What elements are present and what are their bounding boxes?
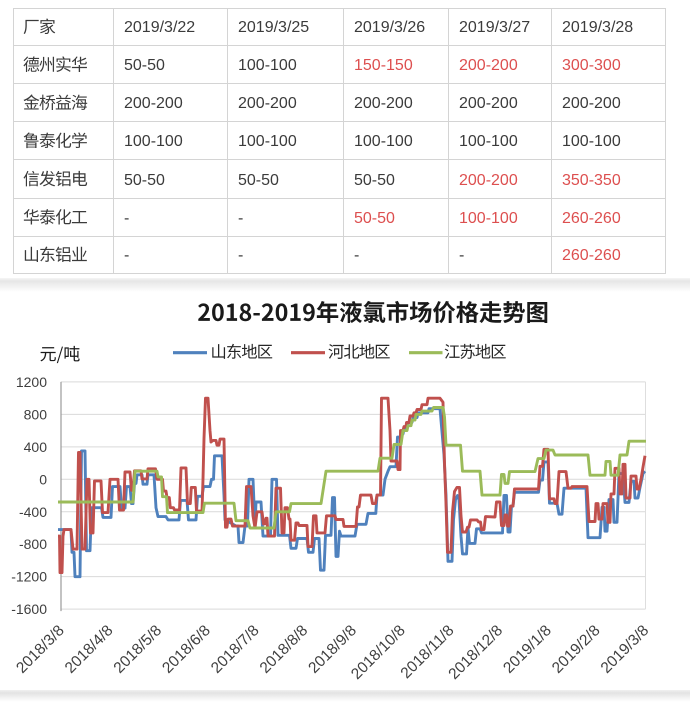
svg-text:2018/3/8: 2018/3/8 <box>13 622 68 677</box>
svg-text:0: 0 <box>39 471 47 487</box>
svg-text:400: 400 <box>24 439 48 455</box>
svg-text:1200: 1200 <box>16 374 47 390</box>
svg-text:2019/2/8: 2019/2/8 <box>549 622 604 677</box>
svg-text:-800: -800 <box>19 536 47 552</box>
svg-text:2018/10/8: 2018/10/8 <box>348 622 409 683</box>
svg-text:2018/7/8: 2018/7/8 <box>208 622 263 677</box>
svg-text:800: 800 <box>24 406 48 422</box>
svg-text:-400: -400 <box>19 504 47 520</box>
svg-text:2018/4/8: 2018/4/8 <box>62 622 117 677</box>
svg-text:2018/5/8: 2018/5/8 <box>111 622 166 677</box>
svg-text:2019/3/8: 2019/3/8 <box>598 622 653 677</box>
svg-text:-1200: -1200 <box>11 569 47 585</box>
svg-text:2018/8/8: 2018/8/8 <box>257 622 312 677</box>
svg-text:2019/1/8: 2019/1/8 <box>500 622 555 677</box>
svg-text:-1600: -1600 <box>11 601 47 617</box>
svg-text:2018/6/8: 2018/6/8 <box>159 622 214 677</box>
